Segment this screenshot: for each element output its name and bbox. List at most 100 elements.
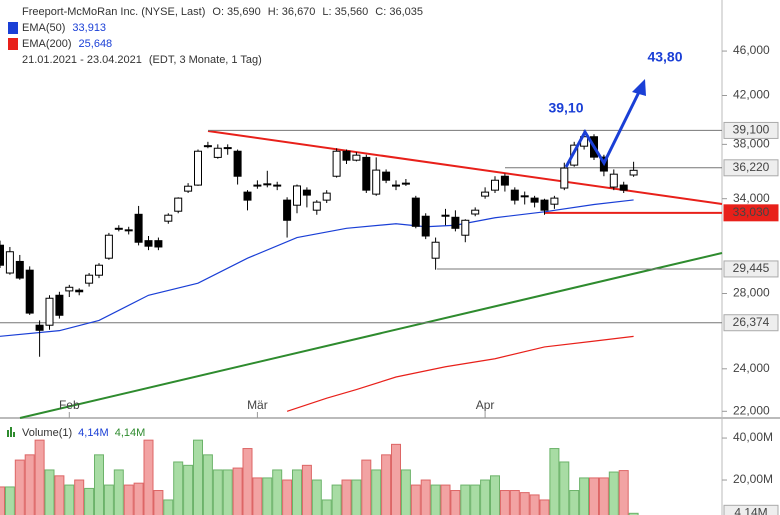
volume-bar xyxy=(24,454,35,515)
candle-body xyxy=(401,182,410,185)
y-tick-label: 28,000 xyxy=(733,286,770,300)
candle-body xyxy=(421,215,430,237)
level-label: 26,374 xyxy=(733,315,770,329)
volume-icon xyxy=(7,427,15,437)
volume-bar xyxy=(123,484,134,515)
volume-bar xyxy=(351,479,362,515)
candle-body xyxy=(243,191,252,201)
ema-line xyxy=(286,335,634,412)
date-range: 21.01.2021 - 23.04.2021 xyxy=(22,54,142,66)
annotation: 43,80 xyxy=(647,49,682,65)
volume-bar xyxy=(589,477,599,515)
candle-body xyxy=(570,144,579,166)
volume-bar xyxy=(103,484,114,515)
volume-bar xyxy=(44,469,55,515)
candle-body xyxy=(609,173,618,188)
volume-bar xyxy=(272,469,283,515)
volume-bar xyxy=(420,479,431,515)
x-tick-label: Apr xyxy=(476,398,495,412)
candle-body xyxy=(223,147,232,150)
candle-body xyxy=(15,260,24,279)
annotation: 39,10 xyxy=(548,100,583,116)
x-tick-label: Feb xyxy=(59,398,80,412)
candle-body xyxy=(500,175,509,186)
candle-body xyxy=(382,171,391,181)
ohlc: O: 35,690 xyxy=(212,6,261,18)
level-box xyxy=(723,314,779,332)
volume-bar xyxy=(173,461,184,515)
candle-body xyxy=(302,189,311,196)
volume-bar xyxy=(14,459,25,515)
candle-body xyxy=(451,216,460,229)
candle-body xyxy=(174,197,183,212)
candle-body xyxy=(35,324,44,331)
volume-bar xyxy=(549,448,560,515)
candle-body xyxy=(114,227,123,230)
volume-bar xyxy=(490,475,500,515)
level-box xyxy=(723,204,779,222)
volume-bar xyxy=(331,484,342,515)
volume-bar xyxy=(4,486,15,515)
ohlc: L: 35,560 xyxy=(322,6,369,18)
level-box xyxy=(723,260,779,278)
candle-body xyxy=(134,213,143,243)
volume-bar xyxy=(202,454,213,515)
range-info: (EDT, 3 Monate, 1 Tag) xyxy=(148,54,262,66)
indicator: EMA(50) 33,913 xyxy=(8,22,113,34)
volume-bar xyxy=(163,499,174,515)
indicator-name: EMA(200) xyxy=(8,38,72,50)
indicator: EMA(200) 25,648 xyxy=(8,38,119,50)
last-value-label: 4,14M xyxy=(734,505,767,515)
volume-bar xyxy=(361,459,372,515)
candle-body xyxy=(233,150,242,177)
volume-bar xyxy=(440,484,451,515)
volume-bar xyxy=(301,464,312,515)
volume-bar xyxy=(94,454,104,515)
candle-body xyxy=(362,156,371,191)
candle-body xyxy=(332,150,341,177)
candle-body xyxy=(95,264,103,276)
candle-body xyxy=(441,214,450,217)
volume-bar xyxy=(133,482,144,515)
candle-body xyxy=(0,244,4,266)
volume-bar xyxy=(74,479,85,515)
candle-body xyxy=(461,219,470,236)
volume-bar xyxy=(84,487,95,515)
candle-body xyxy=(312,201,321,211)
legend-value: 4,14M xyxy=(115,427,146,439)
candle-body xyxy=(144,240,153,247)
y-tick-label: 22,000 xyxy=(733,403,770,417)
volume-bar xyxy=(470,484,481,515)
candle-body xyxy=(481,191,490,197)
candle-body xyxy=(154,240,163,248)
ema-line xyxy=(0,199,634,337)
candle-body xyxy=(55,294,64,316)
candle-body xyxy=(392,184,400,187)
candle-body xyxy=(550,197,559,205)
volume-bar xyxy=(54,475,65,515)
volume-bar xyxy=(143,439,154,515)
level-label: 39,100 xyxy=(733,123,770,137)
candle-body xyxy=(194,150,202,186)
volume-bar xyxy=(410,484,421,515)
candle-body xyxy=(213,147,222,158)
volume-bar xyxy=(509,490,520,515)
candle-body xyxy=(5,251,14,274)
candle-body xyxy=(471,209,480,215)
ohlc: C: 36,035 xyxy=(375,6,423,18)
volume-bar xyxy=(341,479,352,515)
volume-bar xyxy=(242,448,253,515)
legend-name: Volume(1) xyxy=(22,427,72,439)
volume-bar xyxy=(222,469,233,515)
volume-bar xyxy=(400,469,411,515)
volume-bar xyxy=(480,479,491,515)
indicator-name: EMA(50) xyxy=(8,22,66,34)
arrow-head xyxy=(632,79,646,96)
y-tick-label: 40,00M xyxy=(733,430,773,444)
candle-body xyxy=(253,184,262,187)
projection-arrow xyxy=(564,87,643,168)
level-box xyxy=(723,121,779,139)
y-tick-label: 34,000 xyxy=(733,191,770,205)
volume-bar xyxy=(64,484,75,515)
